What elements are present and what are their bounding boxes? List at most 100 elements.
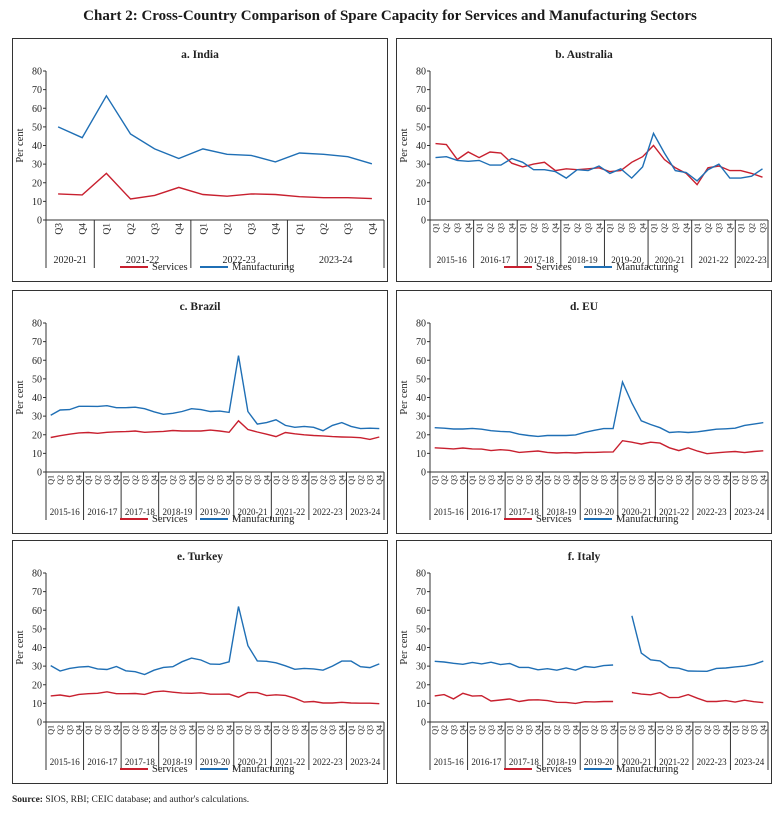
x-tick-label: Q4: [759, 725, 768, 735]
x-tick-label: Q3: [637, 725, 646, 735]
x-group-label: 2022-23: [697, 757, 727, 767]
x-tick-label: Q3: [178, 475, 187, 485]
x-tick-label: Q2: [56, 475, 65, 485]
x-tick-label: Q2: [553, 475, 562, 485]
y-tick-label: 60: [416, 104, 426, 115]
x-tick-label: Q2: [56, 725, 65, 735]
x-tick-label: Q2: [665, 475, 674, 485]
x-tick-label: Q4: [225, 475, 234, 485]
x-tick-label: Q3: [758, 223, 767, 233]
y-tick-label: 30: [32, 662, 42, 673]
x-group-label: 2023-24: [319, 255, 352, 266]
legend-label: Manufacturing: [232, 514, 295, 525]
panel-border: [396, 540, 772, 784]
x-group-label: 2019-20: [584, 507, 614, 517]
x-tick-label: Q1: [234, 725, 243, 735]
x-tick-label: Q3: [712, 475, 721, 485]
x-tick-label: Q1: [309, 725, 318, 735]
x-tick-label: Q4: [338, 725, 347, 735]
x-tick-label: Q3: [600, 725, 609, 735]
x-tick-label: Q3: [216, 475, 225, 485]
x-tick-label: Q2: [660, 223, 669, 233]
y-tick-label: 70: [416, 85, 426, 96]
x-tick-label: Q4: [262, 475, 271, 485]
series-line-services: [50, 690, 380, 705]
series-line-manufacturing: [50, 606, 380, 676]
x-tick-label: Q1: [656, 475, 665, 485]
x-tick-label: Q4: [508, 223, 517, 233]
x-tick-label: Q2: [131, 475, 140, 485]
x-group-label: 2018-19: [568, 255, 598, 265]
y-tick-label: 60: [416, 606, 426, 617]
x-tick-label: Q4: [187, 725, 196, 735]
x-group-label: 2020-21: [655, 255, 685, 265]
x-group-label: 2021-22: [275, 507, 305, 517]
source-label: Source:: [12, 795, 43, 805]
x-tick-label: Q2: [704, 223, 713, 233]
x-tick-label: Q4: [759, 475, 768, 485]
series-line-services: [434, 439, 764, 455]
x-tick-label: Q3: [540, 223, 549, 233]
y-tick-label: 50: [416, 624, 426, 635]
x-group-label: 2019-20: [200, 757, 230, 767]
panel-border: [12, 540, 388, 784]
x-tick-label: Q2: [442, 223, 451, 233]
y-tick-label: 10: [32, 699, 42, 710]
x-tick-label: Q2: [617, 223, 626, 233]
x-tick-label: Q2: [573, 223, 582, 233]
x-tick-label: Q2: [590, 475, 599, 485]
x-tick-label: Q3: [366, 475, 375, 485]
x-group-label: 2023-24: [734, 507, 764, 517]
x-tick-label: Q3: [453, 223, 462, 233]
y-tick-label: 70: [416, 337, 426, 348]
x-tick-label: Q2: [553, 725, 562, 735]
x-tick-label: Q1: [47, 725, 56, 735]
x-tick-label: Q4: [682, 223, 691, 233]
x-group-label: 2020-21: [238, 757, 268, 767]
y-tick-label: 50: [416, 122, 426, 133]
x-tick-label: Q1: [475, 223, 484, 233]
x-tick-label: Q3: [562, 725, 571, 735]
x-tick-label: Q1: [159, 725, 168, 735]
panel-title: b. Australia: [555, 49, 613, 61]
x-tick-label: Q3: [750, 725, 759, 735]
x-group-label: 2015-16: [434, 757, 464, 767]
y-tick-label: 70: [32, 85, 42, 96]
x-tick-label: Q4: [368, 223, 378, 235]
x-tick-label: Q1: [693, 475, 702, 485]
x-tick-label: Q2: [206, 725, 215, 735]
x-tick-label: Q3: [628, 223, 637, 233]
x-tick-label: Q2: [131, 725, 140, 735]
x-tick-label: Q3: [487, 475, 496, 485]
panel-border: [396, 290, 772, 534]
x-tick-label: Q1: [468, 475, 477, 485]
x-tick-label: Q3: [65, 475, 74, 485]
y-tick-label: 40: [32, 643, 42, 654]
x-tick-label: Q3: [151, 223, 161, 235]
x-tick-label: Q2: [665, 725, 674, 735]
x-group-label: 2020-21: [238, 507, 268, 517]
y-tick-label: 40: [416, 393, 426, 404]
x-tick-label: Q2: [244, 475, 253, 485]
x-tick-label: Q4: [459, 475, 468, 485]
x-tick-label: Q3: [675, 475, 684, 485]
y-tick-label: 40: [416, 141, 426, 152]
x-tick-label: Q3: [291, 475, 300, 485]
panel-title: f. Italy: [568, 551, 601, 563]
x-group-label: 2021-22: [659, 507, 689, 517]
series-line-manufacturing: [434, 615, 764, 673]
x-tick-label: Q2: [281, 725, 290, 735]
x-group-label: 2015-16: [434, 507, 464, 517]
x-tick-label: Q1: [272, 475, 281, 485]
x-tick-label: Q2: [169, 475, 178, 485]
x-tick-label: Q1: [309, 475, 318, 485]
y-axis-label: Per cent: [399, 128, 410, 162]
x-tick-label: Q1: [543, 475, 552, 485]
x-tick-label: Q1: [197, 725, 206, 735]
x-tick-label: Q2: [590, 725, 599, 735]
x-tick-label: Q4: [551, 223, 560, 233]
x-tick-label: Q4: [272, 223, 282, 235]
x-group-label: 2015-16: [50, 507, 80, 517]
x-tick-label: Q4: [79, 223, 89, 235]
